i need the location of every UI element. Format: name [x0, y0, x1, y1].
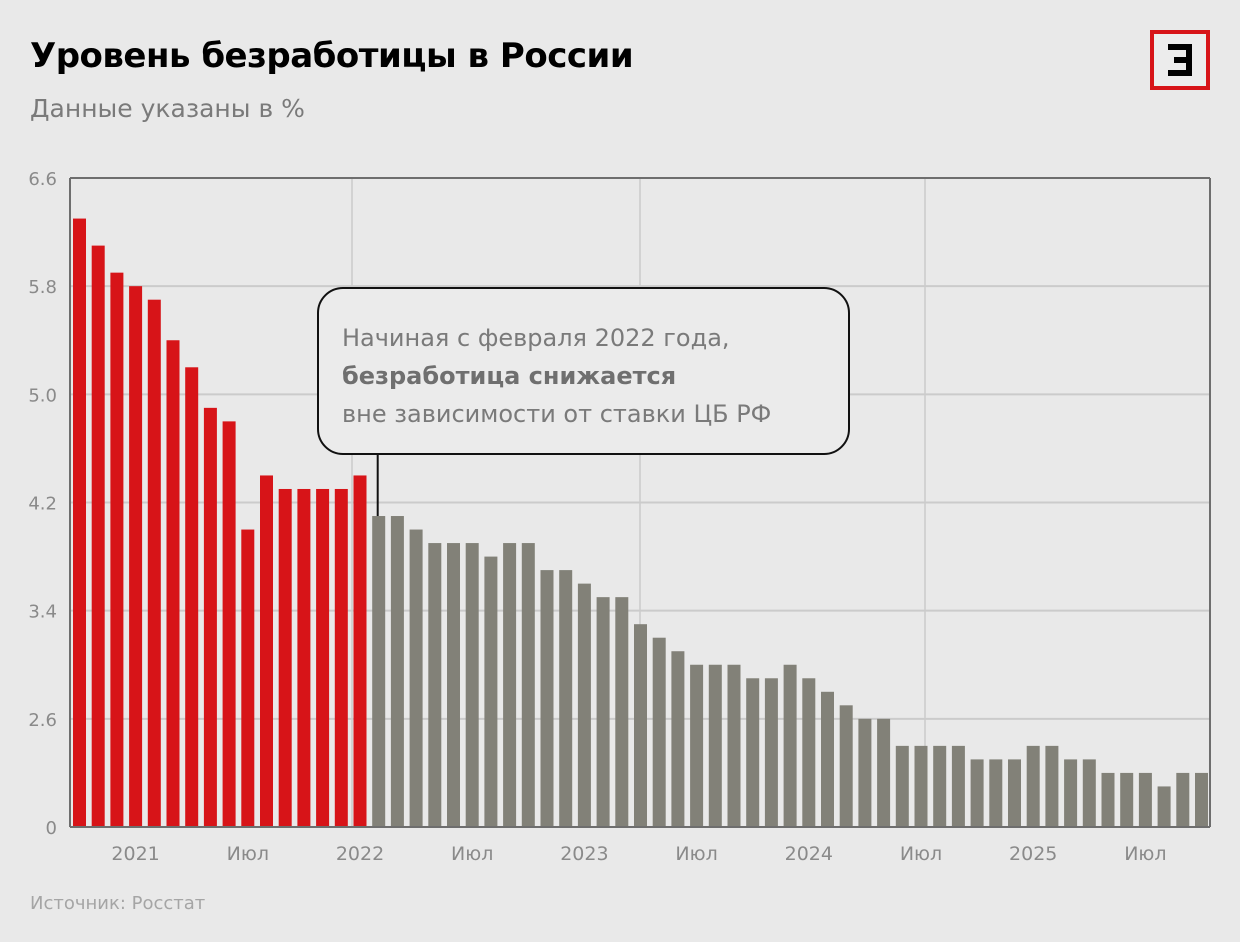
bar	[989, 759, 1003, 827]
bar	[110, 272, 124, 827]
bar	[895, 745, 909, 827]
y-tick-label: 5.0	[28, 385, 57, 406]
bar	[73, 218, 86, 827]
annotation-callout: Начиная с февраля 2022 года, безработица…	[317, 287, 850, 455]
bar	[203, 407, 217, 827]
y-tick-label: 4.2	[28, 494, 57, 515]
bar	[914, 745, 928, 827]
brand-logo	[1150, 30, 1210, 90]
bar	[91, 245, 105, 827]
bar	[970, 759, 984, 827]
bar	[877, 718, 891, 827]
bar	[690, 664, 704, 827]
bar	[671, 651, 685, 827]
x-tick-label: 2023	[560, 843, 608, 865]
bar	[727, 664, 741, 827]
bar	[634, 624, 647, 827]
bar	[764, 678, 778, 827]
bar	[1195, 772, 1208, 827]
bar	[746, 678, 760, 827]
bar	[1008, 759, 1021, 827]
bar	[615, 597, 629, 827]
annotation-line-3: вне зависимости от ставки ЦБ РФ	[342, 400, 772, 428]
bar	[465, 543, 479, 827]
bar	[185, 367, 199, 827]
bar	[484, 556, 498, 827]
bar	[372, 516, 386, 827]
x-tick-label: 2021	[111, 843, 159, 865]
bar	[708, 664, 722, 827]
x-tick-label: Июл	[1124, 843, 1166, 865]
bar	[409, 529, 423, 827]
x-tick-label: 2024	[785, 843, 833, 865]
bar	[166, 340, 180, 827]
x-tick-label: 2025	[1009, 843, 1057, 865]
x-tick-label: Июл	[675, 843, 717, 865]
bar	[540, 570, 554, 827]
bar	[390, 516, 404, 827]
bar	[1176, 772, 1190, 827]
bar	[1026, 745, 1040, 827]
bar	[933, 745, 947, 827]
bar	[951, 745, 965, 827]
y-tick-label: 0	[46, 818, 57, 839]
bar	[1101, 772, 1115, 827]
bar	[297, 488, 311, 827]
bar	[241, 529, 255, 827]
bar	[652, 637, 666, 827]
bar	[559, 570, 573, 827]
x-tick-label: 2022	[336, 843, 384, 865]
bar	[839, 705, 853, 827]
bar	[596, 597, 610, 827]
bar	[521, 543, 535, 827]
bar	[428, 543, 442, 827]
y-tick-label: 5.8	[28, 277, 57, 298]
bar	[353, 475, 367, 827]
y-tick-label: 2.6	[28, 710, 57, 731]
bar	[260, 475, 273, 827]
bar	[1082, 759, 1096, 827]
bar	[334, 488, 348, 827]
bar	[1045, 745, 1059, 827]
x-tick-label: Июл	[900, 843, 942, 865]
bar	[821, 691, 834, 827]
bar	[1157, 786, 1171, 827]
x-tick-label: Июл	[227, 843, 269, 865]
bar	[1120, 772, 1134, 827]
x-tick-label: Июл	[451, 843, 493, 865]
bar	[278, 488, 292, 827]
bar	[1138, 772, 1152, 827]
bar	[316, 488, 330, 827]
bar	[447, 543, 460, 827]
bar	[858, 718, 872, 827]
bar	[129, 286, 143, 828]
chart-title: Уровень безработицы в России	[30, 36, 634, 76]
source-note: Источник: Росстат	[30, 893, 206, 914]
bar	[222, 421, 236, 827]
bar	[1064, 759, 1078, 827]
annotation-line-2: безработица снижается	[342, 362, 677, 390]
chart-subtitle: Данные указаны в %	[30, 94, 305, 123]
bar	[577, 583, 591, 827]
annotation-line-1: Начиная с февраля 2022 года,	[342, 324, 730, 352]
y-tick-label: 3.4	[28, 602, 57, 623]
bar	[783, 664, 797, 827]
y-tick-label: 6.6	[28, 169, 57, 190]
bar	[503, 543, 517, 827]
bar	[802, 678, 816, 827]
bar	[147, 299, 161, 827]
